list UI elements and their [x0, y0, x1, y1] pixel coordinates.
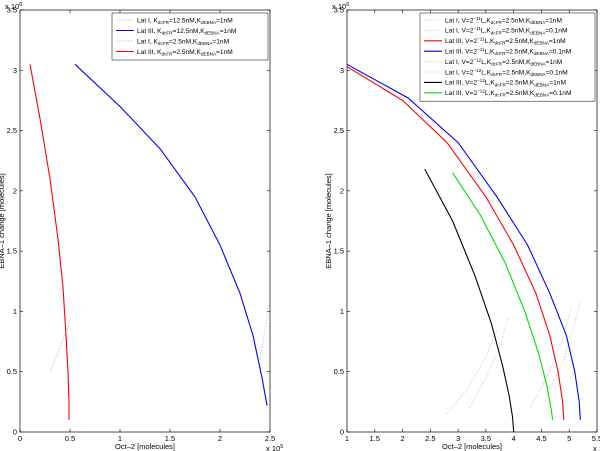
y-tick-label: 1: [13, 307, 17, 316]
x-tick-label: 5: [567, 434, 571, 443]
y-axis-label: EBNA–1 change [molecules]: [324, 173, 333, 268]
x-tick-label: 1.5: [165, 434, 175, 443]
series-line-2: [529, 305, 573, 409]
y-tick-label: 0.5: [7, 367, 17, 376]
series-line-1: [259, 305, 269, 360]
legend-entry: Lat III, V=2−12L,KdcFR=2.5nM,KdEBNA=1nM: [445, 78, 566, 87]
legend-entry: Lat I, KdcFR=2.5nM,KdEBNA=1nM: [137, 38, 229, 46]
plot-frame: [19, 9, 271, 433]
legend: Lat I, V=2−11L,KdcFR=2.5nM,KdEBNA=1nMLat…: [419, 12, 596, 102]
series-line-2: [74, 63, 268, 406]
x-tick-label: 1: [345, 434, 349, 443]
legend-entry: Lat III, KdcFR=12.5nM,KdEBNA=1nM: [137, 28, 236, 36]
series-line-4: [29, 64, 70, 420]
y-tick-label: 2.5: [334, 126, 344, 135]
x-tick-label: 3.5: [481, 434, 491, 443]
legend-entry: Lat III, V=2−11L,KdcFR=2.5nM,KdEBNA=0.1n…: [445, 47, 571, 56]
series-line-3: [346, 66, 565, 420]
y-tick-label: 3: [13, 66, 17, 75]
plot-frame: [346, 9, 598, 433]
y-exponent-label: x 106: [332, 2, 349, 11]
x-axis-label: Oct–2 [molecules]: [442, 442, 502, 451]
y-tick-label: 2: [340, 186, 344, 195]
x-tick-label: 2: [218, 434, 222, 443]
legend-entry: Lat I, KdcFR=12.5nM,KdEBNA=1nM: [137, 17, 233, 25]
x-tick-label: 2: [400, 434, 404, 443]
y-tick-label: 2.5: [7, 126, 17, 135]
y-tick-label: 0: [13, 428, 17, 437]
chart-panel-1: 0 0.5 1 1.5 2 2.5 0 0.5 1 1.5 2 2.5 3 3.5x 106 x 105 Oc…: [0, 2, 283, 451]
series-line-6: [446, 329, 498, 415]
x-tick-label: 1: [118, 434, 122, 443]
y-tick-label: 0.5: [334, 367, 344, 376]
x-tick-label: 0: [18, 434, 22, 443]
legend-entry: Lat III, V=2−11L,KdcFR=2.5nM,KdEBNA=1nM: [445, 37, 566, 46]
y-tick-label: 2: [13, 186, 17, 195]
y-axis-label: EBNA–1 change [molecules]: [0, 173, 6, 268]
x-exponent-label: x 104: [593, 444, 600, 451]
series-line-3: [49, 317, 71, 372]
chart-panel-2: 11.522.533.544.555.500.511.522.533.5x 10…: [324, 2, 600, 451]
legend-entry: Lat III, KdcFR=2.5nM,KdEBNA=1nM: [137, 49, 233, 57]
legend: Lat I, KdcFR=12.5nM,KdEBNA=1nM Lat III, K…: [111, 12, 269, 61]
x-tick-label: 2.5: [265, 434, 275, 443]
x-tick-label: 4: [512, 434, 516, 443]
y-tick-label: 1.5: [334, 247, 344, 256]
x-tick-label: 1.5: [370, 434, 380, 443]
y-tick-label: 3.5: [334, 6, 344, 15]
y-tick-label: 3.5: [7, 6, 17, 15]
x-exponent-label: x 105: [266, 444, 283, 451]
y-tick-label: 0: [340, 428, 344, 437]
legend-entry: Lat I, V=2−12L,KdcFR=2.5nM,KdEBNA=0.1nM: [445, 68, 568, 77]
y-exponent-label: x 106: [5, 2, 22, 11]
x-tick-label: 4.5: [536, 434, 546, 443]
series-line-7: [424, 168, 515, 433]
plot-area: [20, 10, 270, 432]
x-tick-label: 3: [456, 434, 460, 443]
x-axis-label: Oct–2 [molecules]: [115, 442, 175, 451]
series-line-5: [468, 317, 509, 409]
x-tick-label: 2.5: [425, 434, 435, 443]
y-tick-label: 3: [340, 66, 344, 75]
series-line-4: [346, 63, 581, 420]
y-tick-label: 1: [340, 307, 344, 316]
legend-box: [419, 12, 596, 102]
legend-entry: Lat I, V=2−11L,KdcFR=2.5nM,KdEBNA=1nM: [445, 16, 562, 25]
series-line-8: [452, 172, 554, 420]
x-tick-label: 5.5: [592, 434, 600, 443]
legend-entry: Lat I, V=2−11L,KdcFR=2.5nM,KdEBNA=0.1nM: [445, 26, 567, 35]
legend-box: [111, 12, 269, 61]
y-tick-label: 1.5: [7, 247, 17, 256]
x-tick-label: 0.5: [65, 434, 75, 443]
legend-entry: Lat III, V=2−12L,KdcFR=2.5nM,KdEBNA=0.1n…: [445, 89, 571, 98]
legend-entry: Lat I, V=2−12L,KdcFR=2.5nM,KdEBNA=1nM: [445, 57, 562, 66]
